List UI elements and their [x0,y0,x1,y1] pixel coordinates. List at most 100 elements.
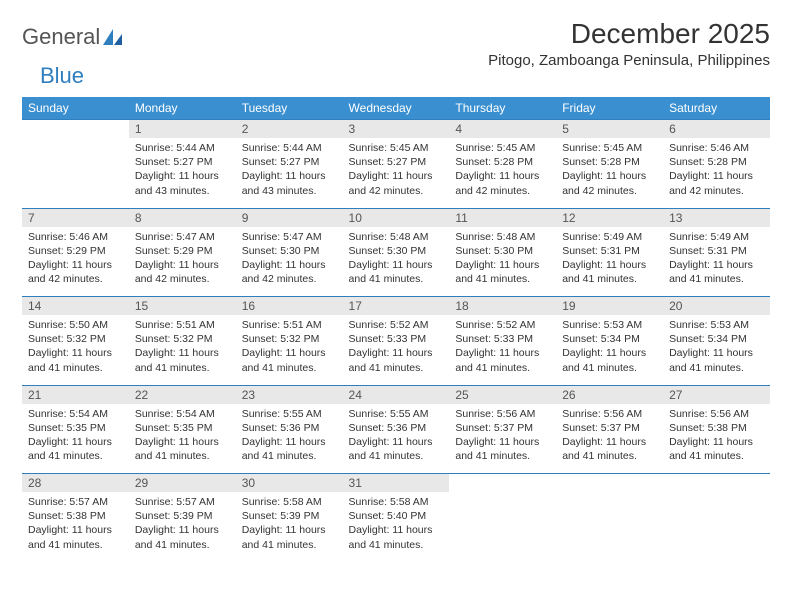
daylight-line: Daylight: 11 hours and 42 minutes. [669,169,764,197]
month-title: December 2025 [488,18,770,50]
daylight-line: Daylight: 11 hours and 41 minutes. [349,258,444,286]
sunset-line: Sunset: 5:33 PM [455,332,550,346]
day-number: 29 [129,474,236,493]
day-number: 2 [236,120,343,139]
logo-text-blue: Blue [40,63,84,89]
day-number: 3 [343,120,450,139]
daylight-line: Daylight: 11 hours and 41 minutes. [562,258,657,286]
day-number: 14 [22,297,129,316]
col-thursday: Thursday [449,97,556,120]
day-number [663,474,770,493]
day-cell: Sunrise: 5:56 AMSunset: 5:37 PMDaylight:… [449,404,556,474]
day-cell: Sunrise: 5:51 AMSunset: 5:32 PMDaylight:… [129,315,236,385]
daylight-line: Daylight: 11 hours and 42 minutes. [455,169,550,197]
day-cell: Sunrise: 5:46 AMSunset: 5:28 PMDaylight:… [663,138,770,208]
col-sunday: Sunday [22,97,129,120]
day-number: 23 [236,385,343,404]
day-number: 22 [129,385,236,404]
day-cell: Sunrise: 5:57 AMSunset: 5:39 PMDaylight:… [129,492,236,562]
daynum-row: 123456 [22,120,770,139]
day-content-row: Sunrise: 5:50 AMSunset: 5:32 PMDaylight:… [22,315,770,385]
sunrise-line: Sunrise: 5:49 AM [669,230,764,244]
day-content-row: Sunrise: 5:44 AMSunset: 5:27 PMDaylight:… [22,138,770,208]
day-number: 28 [22,474,129,493]
day-cell: Sunrise: 5:47 AMSunset: 5:29 PMDaylight:… [129,227,236,297]
day-cell: Sunrise: 5:52 AMSunset: 5:33 PMDaylight:… [449,315,556,385]
day-cell: Sunrise: 5:56 AMSunset: 5:37 PMDaylight:… [556,404,663,474]
sunrise-line: Sunrise: 5:53 AM [562,318,657,332]
logo-sail-icon [102,28,124,46]
day-cell: Sunrise: 5:58 AMSunset: 5:39 PMDaylight:… [236,492,343,562]
sunset-line: Sunset: 5:30 PM [455,244,550,258]
col-tuesday: Tuesday [236,97,343,120]
sunrise-line: Sunrise: 5:45 AM [562,141,657,155]
day-cell [22,138,129,208]
sunset-line: Sunset: 5:37 PM [562,421,657,435]
daylight-line: Daylight: 11 hours and 43 minutes. [135,169,230,197]
day-cell: Sunrise: 5:51 AMSunset: 5:32 PMDaylight:… [236,315,343,385]
sunrise-line: Sunrise: 5:53 AM [669,318,764,332]
day-cell: Sunrise: 5:53 AMSunset: 5:34 PMDaylight:… [556,315,663,385]
sunrise-line: Sunrise: 5:50 AM [28,318,123,332]
daylight-line: Daylight: 11 hours and 41 minutes. [135,346,230,374]
day-cell: Sunrise: 5:48 AMSunset: 5:30 PMDaylight:… [343,227,450,297]
day-number: 13 [663,208,770,227]
day-cell [449,492,556,562]
sunset-line: Sunset: 5:32 PM [135,332,230,346]
daylight-line: Daylight: 11 hours and 42 minutes. [135,258,230,286]
col-friday: Friday [556,97,663,120]
sunrise-line: Sunrise: 5:51 AM [242,318,337,332]
sunset-line: Sunset: 5:29 PM [28,244,123,258]
daylight-line: Daylight: 11 hours and 42 minutes. [349,169,444,197]
daylight-line: Daylight: 11 hours and 42 minutes. [242,258,337,286]
day-cell: Sunrise: 5:44 AMSunset: 5:27 PMDaylight:… [236,138,343,208]
day-cell: Sunrise: 5:53 AMSunset: 5:34 PMDaylight:… [663,315,770,385]
sunrise-line: Sunrise: 5:45 AM [455,141,550,155]
day-number: 9 [236,208,343,227]
daylight-line: Daylight: 11 hours and 41 minutes. [242,435,337,463]
sunrise-line: Sunrise: 5:44 AM [242,141,337,155]
sunrise-line: Sunrise: 5:55 AM [242,407,337,421]
logo-text-general: General [22,24,100,50]
day-number: 5 [556,120,663,139]
day-cell: Sunrise: 5:45 AMSunset: 5:28 PMDaylight:… [449,138,556,208]
sunrise-line: Sunrise: 5:51 AM [135,318,230,332]
sunset-line: Sunset: 5:30 PM [349,244,444,258]
sunrise-line: Sunrise: 5:48 AM [349,230,444,244]
daylight-line: Daylight: 11 hours and 41 minutes. [349,523,444,551]
day-number: 12 [556,208,663,227]
col-saturday: Saturday [663,97,770,120]
day-cell: Sunrise: 5:48 AMSunset: 5:30 PMDaylight:… [449,227,556,297]
sunrise-line: Sunrise: 5:55 AM [349,407,444,421]
day-number: 19 [556,297,663,316]
logo: General [22,18,124,50]
sunrise-line: Sunrise: 5:46 AM [669,141,764,155]
daynum-row: 78910111213 [22,208,770,227]
day-cell: Sunrise: 5:54 AMSunset: 5:35 PMDaylight:… [22,404,129,474]
col-monday: Monday [129,97,236,120]
sunset-line: Sunset: 5:28 PM [455,155,550,169]
sunset-line: Sunset: 5:40 PM [349,509,444,523]
daylight-line: Daylight: 11 hours and 42 minutes. [28,258,123,286]
daynum-row: 21222324252627 [22,385,770,404]
daylight-line: Daylight: 11 hours and 41 minutes. [669,258,764,286]
daylight-line: Daylight: 11 hours and 41 minutes. [242,523,337,551]
day-number: 4 [449,120,556,139]
day-content-row: Sunrise: 5:46 AMSunset: 5:29 PMDaylight:… [22,227,770,297]
sunset-line: Sunset: 5:36 PM [349,421,444,435]
sunset-line: Sunset: 5:33 PM [349,332,444,346]
daylight-line: Daylight: 11 hours and 41 minutes. [349,435,444,463]
sunrise-line: Sunrise: 5:49 AM [562,230,657,244]
sunrise-line: Sunrise: 5:56 AM [455,407,550,421]
calendar-table: Sunday Monday Tuesday Wednesday Thursday… [22,97,770,562]
sunrise-line: Sunrise: 5:56 AM [562,407,657,421]
daylight-line: Daylight: 11 hours and 41 minutes. [349,346,444,374]
sunrise-line: Sunrise: 5:47 AM [242,230,337,244]
daylight-line: Daylight: 11 hours and 41 minutes. [669,435,764,463]
sunset-line: Sunset: 5:38 PM [28,509,123,523]
day-cell: Sunrise: 5:44 AMSunset: 5:27 PMDaylight:… [129,138,236,208]
sunrise-line: Sunrise: 5:48 AM [455,230,550,244]
daylight-line: Daylight: 11 hours and 41 minutes. [669,346,764,374]
sunrise-line: Sunrise: 5:57 AM [28,495,123,509]
sunset-line: Sunset: 5:36 PM [242,421,337,435]
